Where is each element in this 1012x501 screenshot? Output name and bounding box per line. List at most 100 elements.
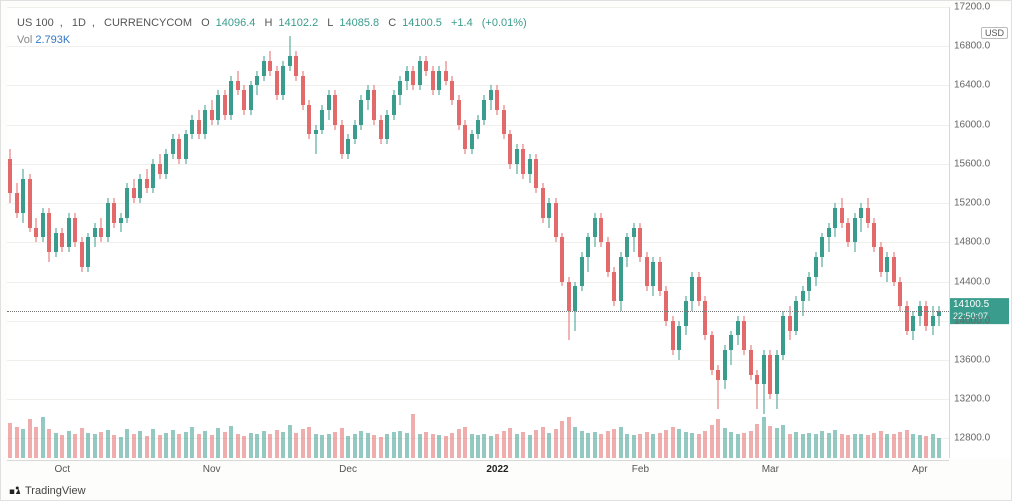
volume-bar bbox=[807, 433, 811, 458]
y-tick: 15600.0 bbox=[954, 158, 990, 169]
volume-bar bbox=[840, 434, 844, 458]
volume-bar bbox=[15, 427, 19, 458]
volume-bar bbox=[560, 421, 564, 458]
volume-bar bbox=[612, 429, 616, 458]
volume-bar bbox=[508, 428, 512, 458]
volume-bar bbox=[638, 434, 642, 458]
volume-bar bbox=[54, 433, 58, 458]
volume-bar bbox=[788, 434, 792, 459]
volume-bar bbox=[190, 427, 194, 458]
volume-bar bbox=[34, 427, 38, 458]
x-axis: OctNovDec2022FebMarApr bbox=[7, 460, 949, 478]
volume-bar bbox=[411, 414, 415, 458]
volume-bar bbox=[879, 431, 883, 458]
volume-bar bbox=[203, 431, 207, 458]
volume-bar bbox=[664, 430, 668, 458]
volume-bar bbox=[457, 429, 461, 458]
volume-bar bbox=[41, 417, 45, 458]
volume-bar bbox=[463, 427, 467, 458]
volume-bar bbox=[846, 435, 850, 458]
volume-bar bbox=[268, 434, 272, 459]
current-price-line bbox=[7, 311, 949, 312]
y-tick: 12800.0 bbox=[954, 433, 990, 444]
volume-bar bbox=[437, 435, 441, 458]
volume-bar bbox=[249, 433, 253, 458]
x-tick: Dec bbox=[339, 464, 357, 475]
volume-bar bbox=[450, 433, 454, 458]
chart-area[interactable]: US 100, 1D, CURRENCYCOM O14096.4 H14102.… bbox=[7, 7, 949, 458]
volume-bar bbox=[593, 432, 597, 458]
volume-bar bbox=[405, 433, 409, 458]
volume-bar bbox=[398, 431, 402, 458]
volume-bar bbox=[301, 429, 305, 458]
volume-bar bbox=[729, 432, 733, 458]
price-flag-price: 14100.5 bbox=[953, 299, 1006, 312]
volume-bar bbox=[625, 434, 629, 459]
volume-bar bbox=[346, 436, 350, 458]
volume-bar bbox=[275, 430, 279, 458]
volume-bar bbox=[158, 435, 162, 458]
volume-bar bbox=[184, 432, 188, 458]
volume-bar bbox=[697, 434, 701, 458]
volume-bar bbox=[307, 427, 311, 458]
volume-bar bbox=[723, 428, 727, 458]
y-tick: 13200.0 bbox=[954, 394, 990, 405]
volume-bar bbox=[372, 435, 376, 458]
volume-bar bbox=[242, 436, 246, 458]
tradingview-brand: TradingView bbox=[9, 485, 86, 497]
volume-bar bbox=[327, 434, 331, 459]
volume-bar bbox=[924, 436, 928, 458]
volume-bar bbox=[677, 429, 681, 458]
volume-bar bbox=[898, 432, 902, 458]
volume-bar bbox=[866, 435, 870, 458]
interval-label: 1D bbox=[72, 17, 86, 29]
volume-bar bbox=[859, 434, 863, 458]
y-tick: 13600.0 bbox=[954, 354, 990, 365]
volume-bar bbox=[892, 434, 896, 459]
volume-bar bbox=[703, 431, 707, 458]
volume-bar bbox=[47, 429, 51, 458]
y-tick: 14400.0 bbox=[954, 276, 990, 287]
y-tick: 16800.0 bbox=[954, 41, 990, 52]
brand-label: TradingView bbox=[25, 485, 86, 497]
volume-bar bbox=[385, 434, 389, 459]
volume-bar bbox=[262, 431, 266, 458]
volume-bar bbox=[833, 430, 837, 458]
volume-value: 2.793K bbox=[35, 34, 70, 46]
volume-bar bbox=[567, 417, 571, 458]
volume-bar bbox=[353, 434, 357, 458]
volume-bar bbox=[755, 424, 759, 458]
volume-bar bbox=[177, 434, 181, 458]
volume-bar bbox=[580, 431, 584, 458]
volume-bar bbox=[314, 434, 318, 458]
volume-bars bbox=[7, 7, 949, 458]
volume-bar bbox=[482, 434, 486, 459]
volume-bar bbox=[164, 433, 168, 458]
x-tick: Nov bbox=[203, 464, 221, 475]
low-value: 14085.8 bbox=[339, 17, 379, 29]
volume-bar bbox=[651, 434, 655, 459]
volume-bar bbox=[528, 435, 532, 458]
volume-bar bbox=[229, 426, 233, 458]
volume-bar bbox=[762, 417, 766, 458]
volume-bar bbox=[606, 431, 610, 458]
volume-bar bbox=[690, 433, 694, 458]
volume-bar bbox=[288, 425, 292, 458]
volume-bar bbox=[502, 431, 506, 458]
volume-bar bbox=[768, 426, 772, 458]
volume-bar bbox=[60, 435, 64, 458]
volume-bar bbox=[671, 427, 675, 458]
volume-bar bbox=[392, 432, 396, 458]
symbol-label: US 100 bbox=[17, 17, 54, 29]
volume-bar bbox=[8, 423, 12, 458]
volume-bar bbox=[171, 430, 175, 458]
volume-bar bbox=[80, 428, 84, 458]
volume-bar bbox=[521, 432, 525, 458]
volume-bar bbox=[431, 434, 435, 459]
x-tick: Mar bbox=[762, 464, 779, 475]
volume-bar bbox=[573, 427, 577, 458]
volume-bar bbox=[28, 419, 32, 458]
x-tick: Oct bbox=[54, 464, 70, 475]
volume-bar bbox=[21, 429, 25, 458]
volume-bar bbox=[619, 427, 623, 458]
